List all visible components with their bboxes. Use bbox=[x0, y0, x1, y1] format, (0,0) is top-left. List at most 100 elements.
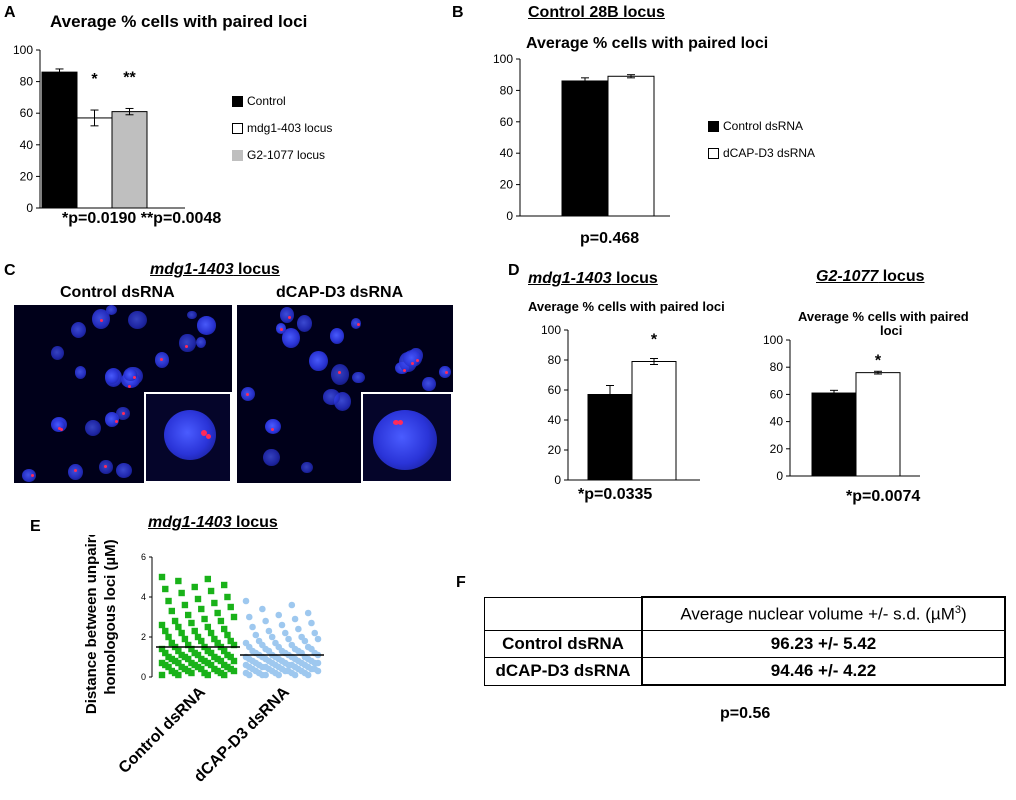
data-point bbox=[207, 649, 215, 657]
data-point bbox=[291, 671, 299, 679]
panel-d-left-title: Average % cells with paired loci bbox=[528, 299, 725, 314]
legend-item: Control bbox=[232, 94, 332, 108]
data-point bbox=[268, 633, 276, 641]
table-header-cell: Average nuclear volume +/- s.d. (µM3) bbox=[641, 596, 1006, 631]
data-point bbox=[211, 599, 218, 607]
data-point bbox=[220, 581, 228, 589]
panel-label-a: A bbox=[4, 4, 16, 21]
y-tick-label: 20 bbox=[20, 169, 34, 183]
legend-label: mdg1-403 locus bbox=[247, 121, 333, 135]
data-point bbox=[304, 609, 312, 617]
fluorescent-focus bbox=[122, 412, 126, 416]
panel-label-e: E bbox=[30, 518, 41, 535]
data-point bbox=[158, 645, 166, 653]
legend-item: dCAP-D3 dsRNA bbox=[708, 146, 815, 160]
y-tick-label: 40 bbox=[500, 146, 514, 160]
data-point bbox=[184, 611, 192, 619]
data-point bbox=[168, 607, 176, 615]
data-point bbox=[194, 595, 202, 603]
inset-nucleus bbox=[373, 410, 437, 470]
data-point bbox=[275, 611, 283, 619]
panel-e-heading-rest: locus bbox=[231, 514, 278, 531]
data-point bbox=[178, 589, 185, 597]
legend-swatch bbox=[232, 95, 243, 107]
legend-swatch bbox=[232, 122, 243, 134]
nucleus bbox=[280, 307, 295, 323]
data-point bbox=[162, 661, 169, 669]
data-point bbox=[175, 671, 182, 679]
data-point bbox=[207, 587, 215, 595]
data-point bbox=[230, 613, 238, 621]
fluorescent-focus bbox=[128, 384, 132, 388]
nucleus bbox=[127, 310, 148, 330]
nucleus bbox=[123, 369, 137, 381]
nucleus bbox=[92, 309, 110, 330]
fluorescent-focus bbox=[410, 361, 414, 365]
panel-b-heading: Control 28B locus bbox=[528, 4, 665, 21]
table-row: dCAP-D3 dsRNA 94.46 +/- 4.22 bbox=[484, 657, 1006, 686]
data-point bbox=[214, 639, 221, 647]
panel-label-d: D bbox=[508, 262, 520, 279]
data-point bbox=[275, 671, 283, 679]
data-point bbox=[201, 657, 208, 665]
y-tick-label: 20 bbox=[770, 442, 784, 456]
data-point bbox=[227, 665, 234, 673]
legend-swatch bbox=[708, 120, 719, 132]
nucleus bbox=[350, 317, 362, 329]
nucleus bbox=[104, 368, 119, 384]
data-point bbox=[175, 647, 182, 655]
bar bbox=[76, 117, 113, 209]
significance-label: ** bbox=[123, 69, 136, 86]
data-point bbox=[217, 657, 225, 665]
x-tick-label: dCAP-D3 dsRNA bbox=[191, 683, 293, 785]
data-point bbox=[227, 653, 234, 661]
fluorescent-focus bbox=[337, 371, 341, 375]
panel-b-stat: p=0.468 bbox=[580, 230, 640, 247]
y-tick-label: 80 bbox=[20, 75, 34, 89]
panel-d-right-heading: G2-1077 locus bbox=[816, 268, 925, 286]
data-point bbox=[265, 627, 273, 635]
data-point bbox=[214, 667, 221, 675]
panel-label-f: F bbox=[456, 574, 466, 591]
table-row-value: 94.46 +/- 4.22 bbox=[641, 657, 1006, 686]
legend-label: Control bbox=[247, 94, 286, 108]
data-point bbox=[194, 633, 202, 641]
nucleus bbox=[263, 449, 280, 467]
legend-label: dCAP-D3 dsRNA bbox=[723, 146, 816, 160]
data-point bbox=[285, 635, 292, 643]
data-point bbox=[262, 671, 269, 679]
y-tick-label: 20 bbox=[548, 443, 562, 457]
data-point bbox=[181, 653, 189, 661]
panel-label-b: B bbox=[452, 4, 464, 21]
data-point bbox=[181, 601, 189, 609]
nucleus bbox=[195, 336, 207, 348]
y-tick-label: 6 bbox=[141, 552, 146, 562]
data-point bbox=[224, 663, 231, 671]
inset-focus bbox=[398, 420, 403, 425]
data-point bbox=[198, 655, 205, 663]
data-point bbox=[230, 641, 238, 649]
inset-focus bbox=[201, 430, 207, 436]
y-axis-label-line: Distance between unpaired bbox=[83, 535, 100, 714]
y-tick-label: 0 bbox=[554, 473, 561, 487]
data-point bbox=[311, 629, 319, 637]
panel-d-right-heading-italic: G2-1077 bbox=[816, 268, 879, 285]
data-point bbox=[158, 671, 166, 679]
data-point bbox=[207, 629, 215, 637]
panel-d-left-heading-rest: locus bbox=[611, 270, 658, 287]
data-point bbox=[308, 619, 315, 627]
data-point bbox=[188, 669, 195, 677]
data-point bbox=[158, 621, 166, 629]
inset-focus bbox=[206, 434, 211, 439]
data-point bbox=[162, 585, 169, 593]
panel-e-heading-italic: mdg1-1403 bbox=[148, 514, 232, 531]
data-point bbox=[175, 623, 182, 631]
nucleus bbox=[105, 305, 117, 316]
data-point bbox=[175, 577, 182, 585]
data-point bbox=[314, 635, 322, 643]
fluorescent-focus bbox=[445, 370, 449, 374]
table-corner-cell bbox=[484, 596, 643, 631]
fluorescent-focus bbox=[60, 428, 63, 432]
data-point bbox=[278, 621, 286, 629]
y-tick-label: 80 bbox=[770, 360, 784, 374]
